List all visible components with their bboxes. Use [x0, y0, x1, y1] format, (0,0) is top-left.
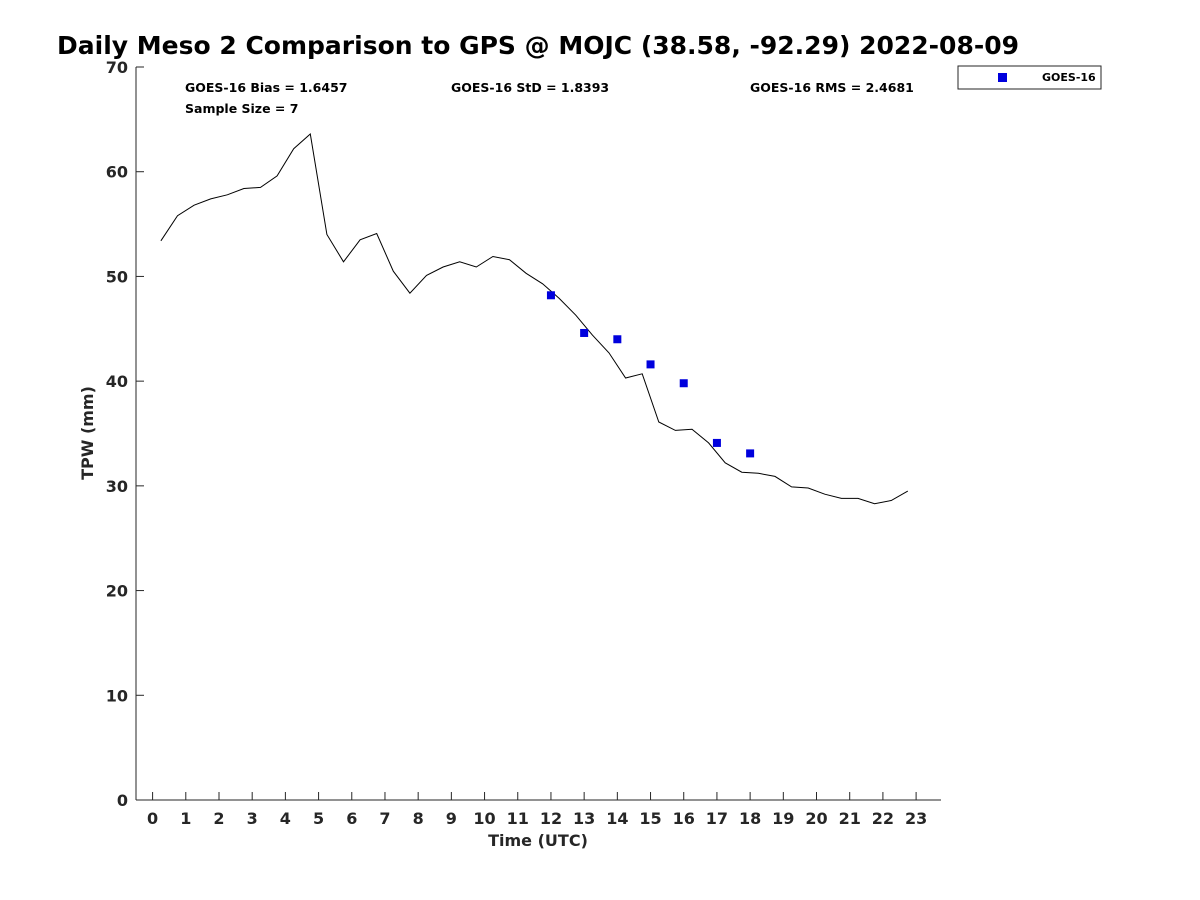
goes16-point [580, 328, 589, 337]
x-tick-label: 11 [507, 809, 529, 828]
gps-series-line [160, 133, 909, 505]
x-tick-label: 15 [639, 809, 661, 828]
x-tick-label: 2 [213, 809, 224, 828]
x-tick-label: 18 [739, 809, 761, 828]
goes16-point [746, 449, 755, 458]
x-tick-label: 6 [346, 809, 357, 828]
rms-stat: GOES-16 RMS = 2.4681 [750, 80, 914, 95]
legend: GOES-16 [957, 65, 1102, 90]
x-tick-label: 12 [540, 809, 562, 828]
y-axis-label: TPW (mm) [78, 386, 97, 480]
x-tick-label: 10 [473, 809, 495, 828]
y-tick-label: 60 [106, 163, 128, 182]
std-stat: GOES-16 StD = 1.8393 [451, 80, 609, 95]
x-tick-label: 5 [313, 809, 324, 828]
x-tick-label: 16 [673, 809, 695, 828]
goes16-points [546, 291, 755, 458]
y-tick-label: 40 [106, 372, 128, 391]
x-tick-label: 14 [606, 809, 628, 828]
x-tick-label: 3 [247, 809, 258, 828]
y-tick-label: 20 [106, 582, 128, 601]
y-tick-label: 50 [106, 267, 128, 286]
goes16-point [613, 335, 622, 344]
x-tick-label: 21 [839, 809, 861, 828]
y-ticks: 0 10 20 30 40 50 60 70 [106, 58, 144, 810]
goes16-point [712, 438, 721, 447]
x-tick-label: 17 [706, 809, 728, 828]
x-tick-label: 8 [413, 809, 424, 828]
goes16-point [546, 291, 555, 300]
x-tick-label: 23 [905, 809, 927, 828]
legend-marker [998, 73, 1007, 82]
y-tick-label: 10 [106, 686, 128, 705]
y-tick-label: 0 [117, 791, 128, 810]
chart-title: Daily Meso 2 Comparison to GPS @ MOJC (3… [57, 31, 1019, 60]
x-tick-label: 13 [573, 809, 595, 828]
bias-stat: GOES-16 Bias = 1.6457 [185, 80, 347, 95]
y-tick-label: 30 [106, 477, 128, 496]
x-tick-label: 4 [280, 809, 291, 828]
x-ticks: 0 1 2 3 4 5 6 7 8 9 10 11 12 13 14 15 16 17 18 19 20 21 22 23 [147, 792, 927, 828]
x-tick-label: 7 [379, 809, 390, 828]
x-tick-label: 1 [180, 809, 191, 828]
x-tick-label: 9 [446, 809, 457, 828]
x-tick-label: 20 [805, 809, 827, 828]
sample-size-stat: Sample Size = 7 [185, 101, 298, 116]
x-tick-label: 0 [147, 809, 158, 828]
legend-box [957, 65, 1102, 90]
x-axis-label: Time (UTC) [488, 831, 588, 850]
x-tick-label: 19 [772, 809, 794, 828]
goes16-point [679, 379, 688, 388]
goes16-point [646, 360, 655, 369]
x-tick-label: 22 [872, 809, 894, 828]
legend-label: GOES-16 [1042, 71, 1096, 84]
y-tick-label: 70 [106, 58, 128, 77]
